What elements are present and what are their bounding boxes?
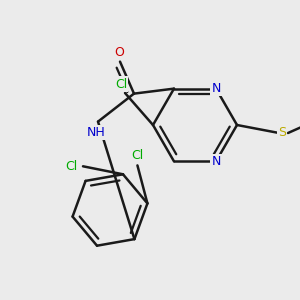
Text: Cl: Cl: [131, 149, 143, 162]
Text: N: N: [211, 82, 221, 95]
Text: N: N: [211, 155, 221, 168]
Text: Cl: Cl: [115, 77, 127, 91]
Text: S: S: [278, 127, 286, 140]
Text: NH: NH: [87, 126, 105, 139]
Text: O: O: [114, 46, 124, 59]
Text: Cl: Cl: [65, 160, 77, 173]
